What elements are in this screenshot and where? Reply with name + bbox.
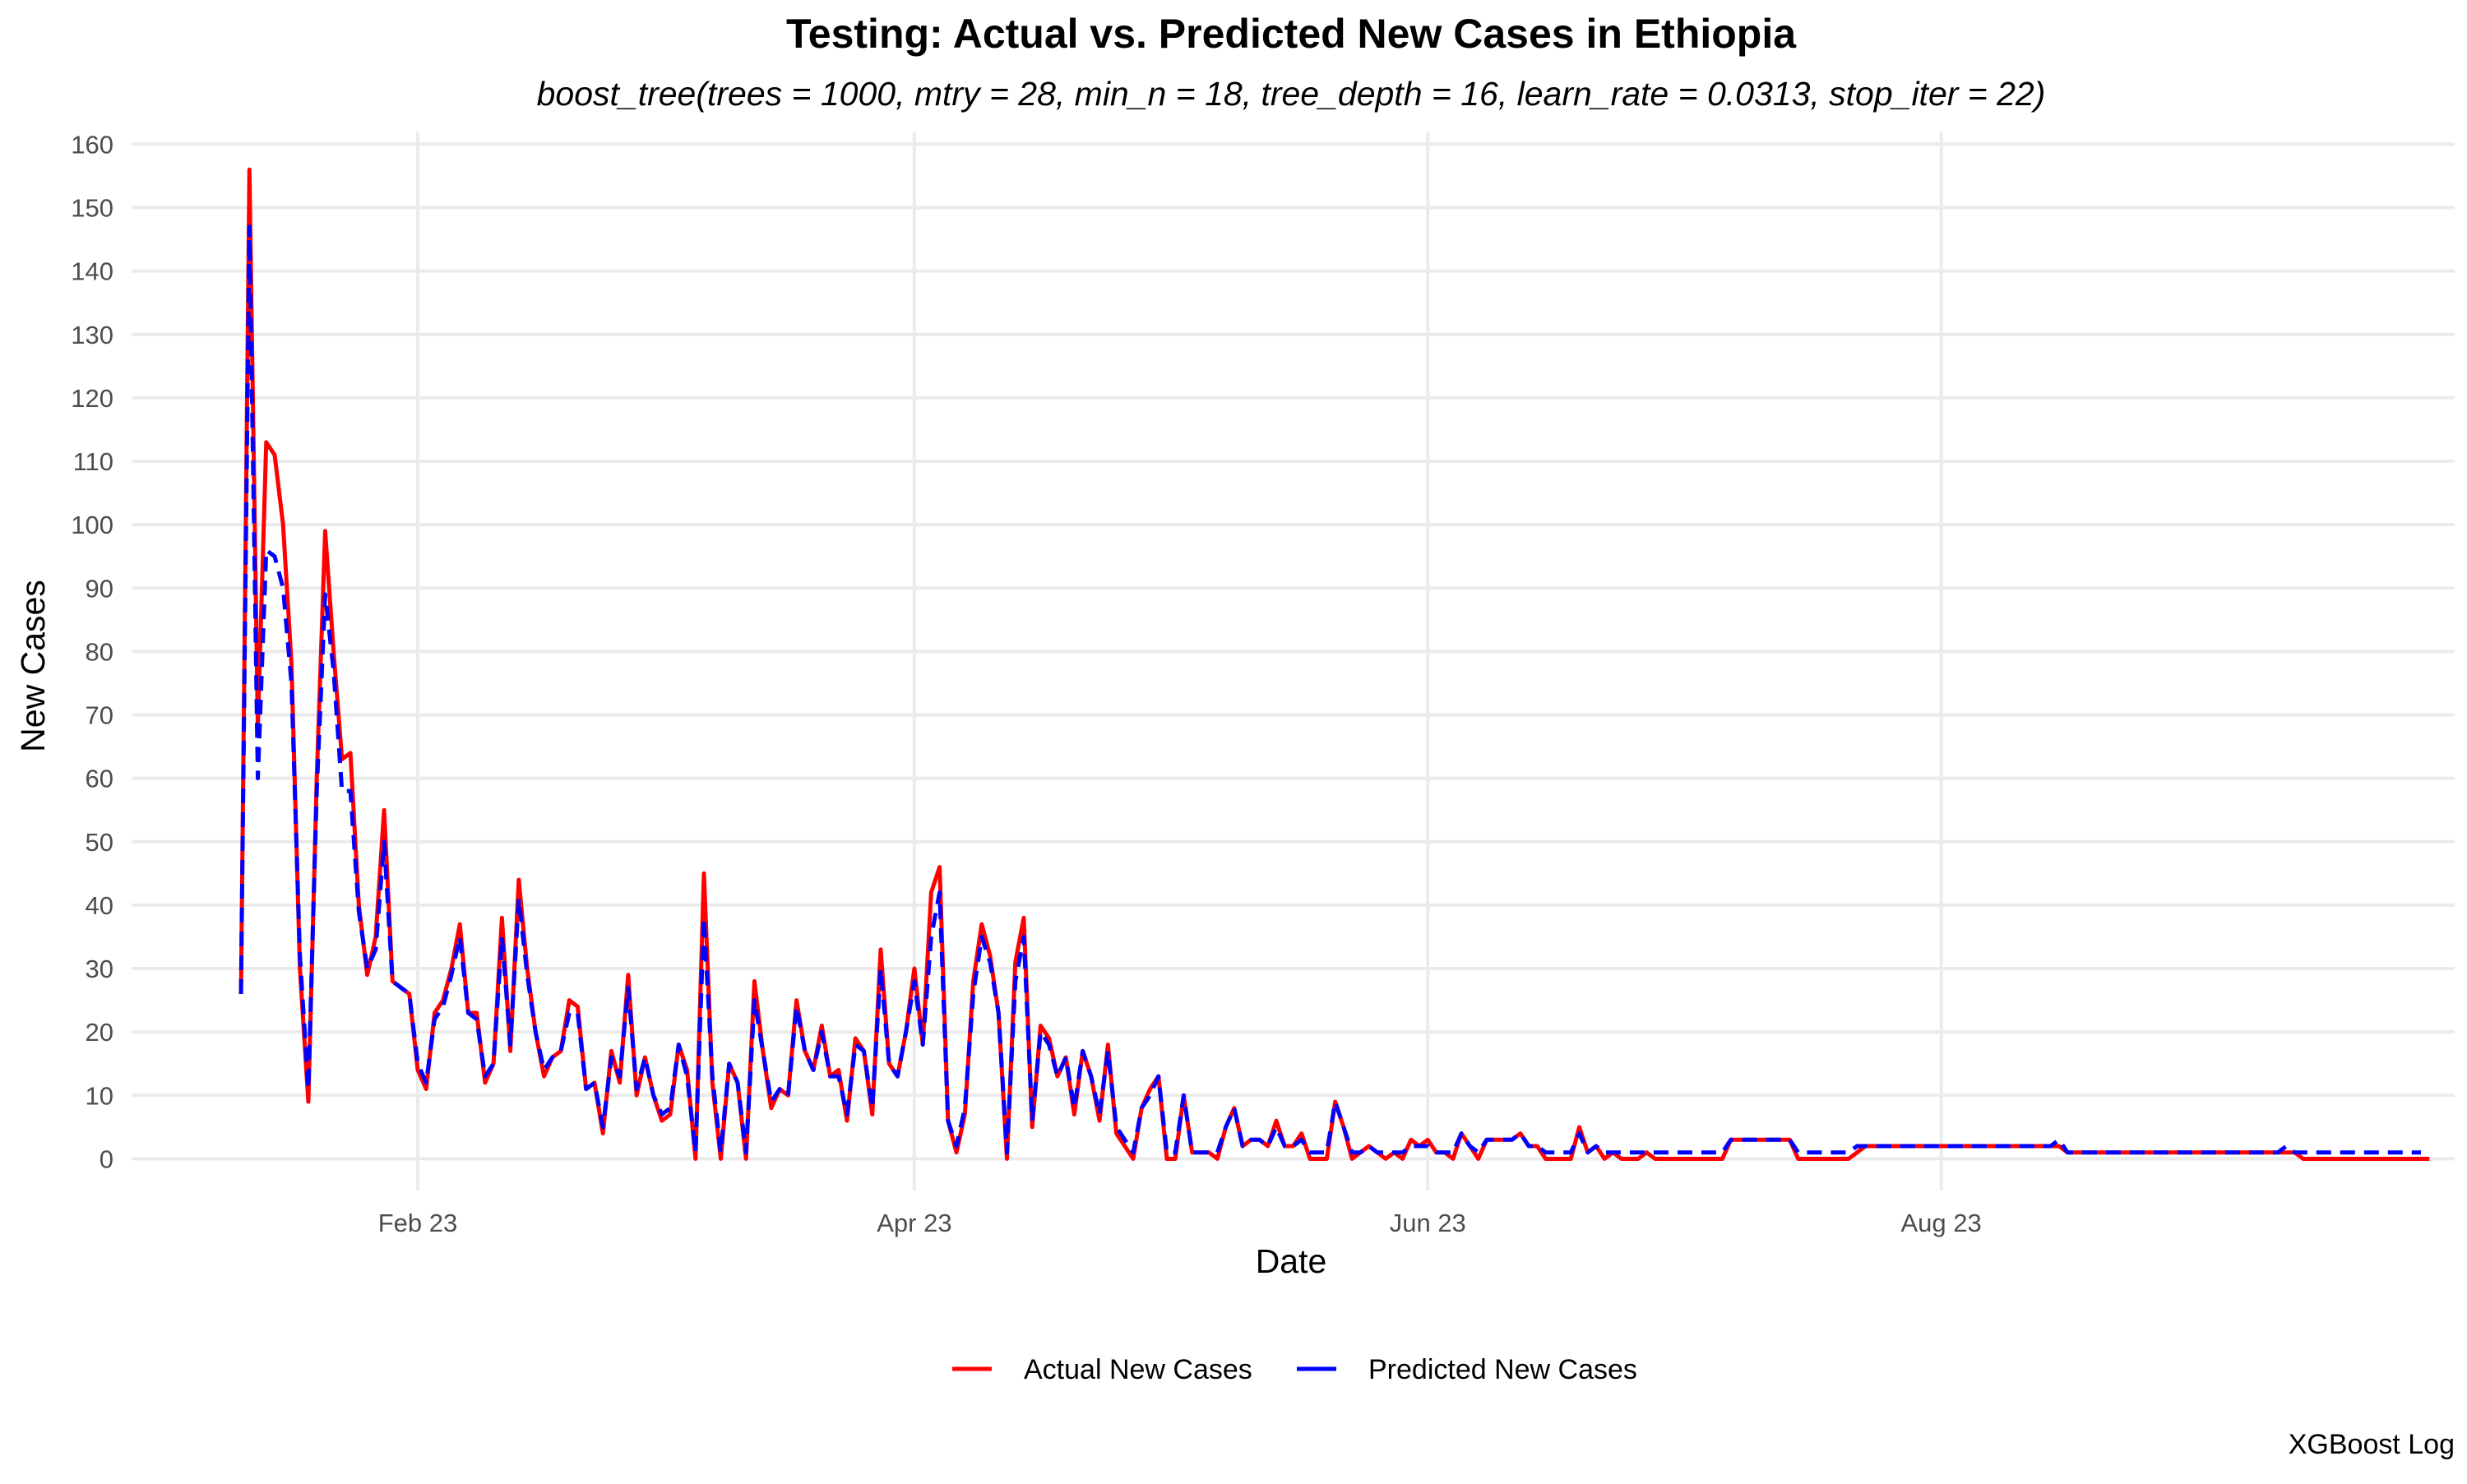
y-tick-label: 20	[86, 1018, 113, 1047]
y-tick-label: 100	[71, 511, 113, 539]
x-tick-label: Feb 23	[378, 1209, 458, 1237]
y-tick-label: 110	[73, 447, 113, 476]
grid-layer	[132, 132, 2455, 1190]
legend: Actual New Cases Predicted New Cases	[952, 1354, 1637, 1385]
x-axis-ticks: Feb 23 Apr 23 Jun 23 Aug 23	[378, 1209, 1982, 1237]
y-axis-ticks: 0 10 20 30 40 50 60 70 80 90 100 110 120 130 140 150 160	[71, 130, 113, 1173]
chart-caption: XGBoost Log	[2289, 1429, 2455, 1460]
y-tick-label: 40	[86, 891, 113, 920]
legend-label-predicted: Predicted New Cases	[1368, 1354, 1637, 1385]
y-tick-label: 150	[71, 194, 113, 223]
y-tick-label: 160	[71, 130, 113, 159]
y-tick-label: 10	[86, 1081, 113, 1110]
chart-title: Testing: Actual vs. Predicted New Cases …	[786, 11, 1797, 57]
chart-subtitle: boost_tree(trees = 1000, mtry = 28, min_…	[537, 75, 2046, 113]
x-tick-label: Apr 23	[877, 1209, 951, 1237]
x-tick-label: Jun 23	[1390, 1209, 1466, 1237]
y-tick-label: 140	[71, 257, 113, 286]
predicted-new-cases-line	[238, 224, 2422, 1155]
y-tick-label: 70	[86, 701, 113, 730]
y-tick-label: 130	[71, 321, 113, 349]
legend-label-actual: Actual New Cases	[1024, 1354, 1252, 1385]
series-layer	[238, 167, 2430, 1161]
y-tick-label: 80	[86, 637, 113, 666]
x-axis-title: Date	[1256, 1242, 1327, 1280]
y-tick-label: 120	[71, 384, 113, 413]
actual-new-cases-line	[238, 167, 2430, 1161]
y-tick-label: 30	[86, 955, 113, 983]
y-tick-label: 60	[86, 765, 113, 793]
y-tick-label: 90	[86, 574, 113, 603]
y-tick-label: 50	[86, 828, 113, 857]
y-tick-label: 0	[100, 1144, 113, 1173]
x-tick-label: Aug 23	[1901, 1209, 1982, 1237]
y-axis-title: New Cases	[14, 580, 52, 752]
